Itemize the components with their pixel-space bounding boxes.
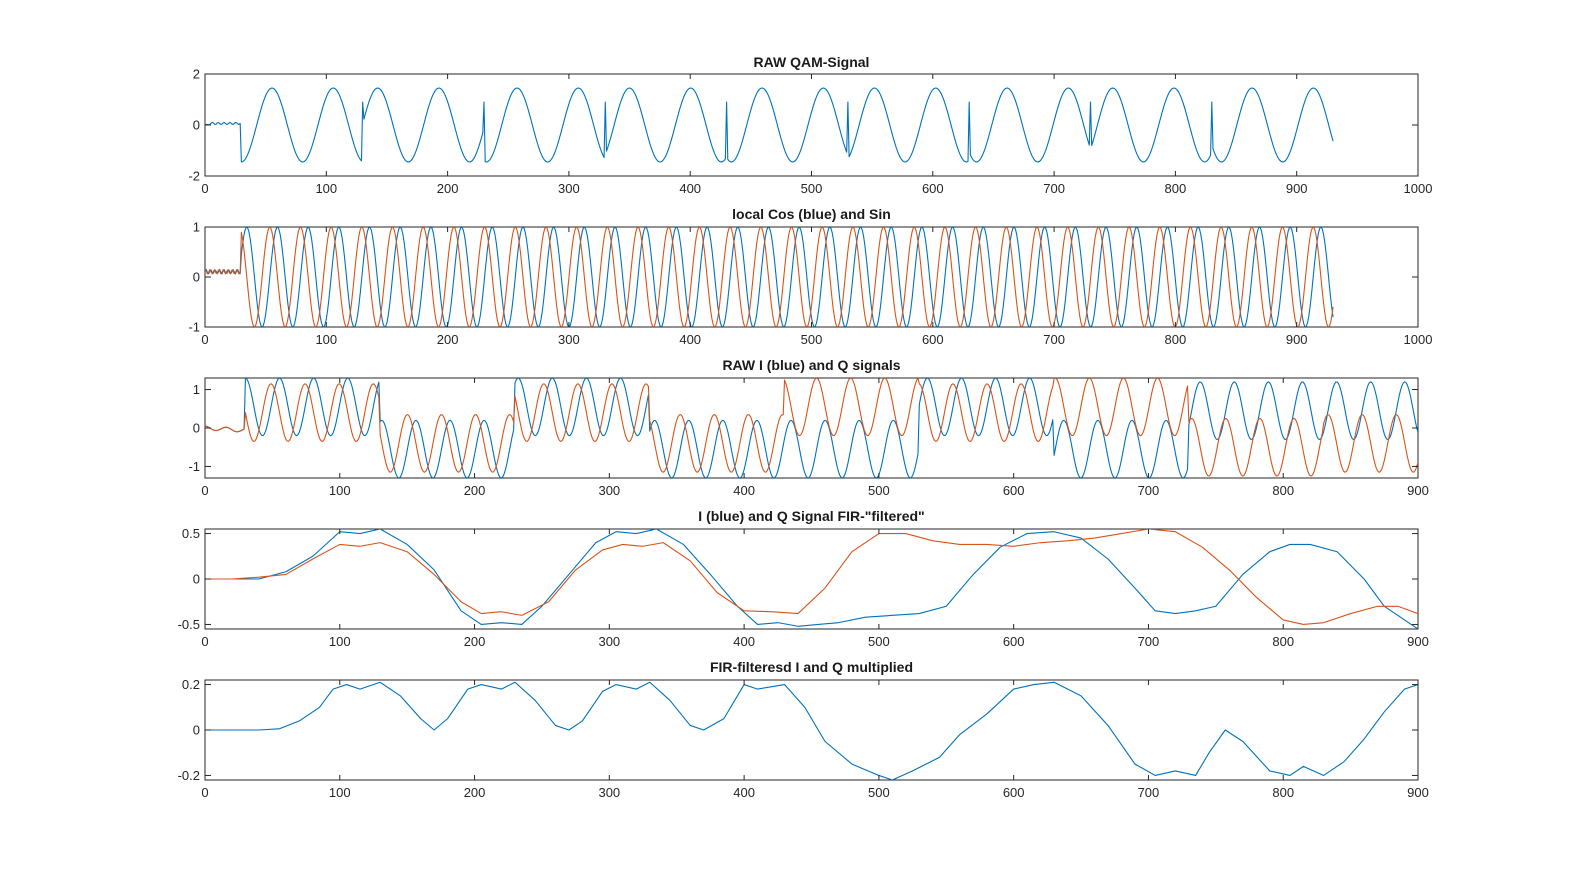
subplot-1-xtick-label: 900: [1286, 181, 1308, 196]
subplot-4-xtick-label: 500: [868, 634, 890, 649]
subplot-4-xtick-label: 600: [1003, 634, 1025, 649]
subplot-2-series-1-line: [205, 227, 1334, 327]
subplot-4-xtick-label: 300: [598, 634, 620, 649]
subplot-3-xtick-label: 800: [1272, 483, 1294, 498]
subplot-4-series-2-line: [205, 529, 1418, 625]
subplot-2-xtick-label: 100: [315, 332, 337, 347]
subplot-1-xtick-label: 200: [437, 181, 459, 196]
subplot-2-xtick-label: 0: [201, 332, 208, 347]
subplot-3-xtick-label: 600: [1003, 483, 1025, 498]
subplot-5-xtick-label: 700: [1138, 785, 1160, 800]
subplot-4-title: I (blue) and Q Signal FIR-"filtered": [698, 508, 924, 524]
subplot-4-series-1-line: [205, 529, 1418, 629]
subplot-4-xtick-label: 100: [329, 634, 351, 649]
subplot-4-ytick-label: 0.5: [182, 526, 200, 541]
subplot-3-xtick-label: 500: [868, 483, 890, 498]
subplot-3-xtick-label: 700: [1138, 483, 1160, 498]
subplot-3-ytick-label: 1: [193, 382, 200, 397]
subplot-3-xtick-label: 900: [1407, 483, 1429, 498]
subplot-1-xtick-label: 700: [1043, 181, 1065, 196]
subplot-3-xtick-label: 400: [733, 483, 755, 498]
subplot-5-xtick-label: 200: [464, 785, 486, 800]
subplot-2-xtick-label: 900: [1286, 332, 1308, 347]
subplot-3-xtick-label: 100: [329, 483, 351, 498]
subplot-5-xtick-label: 800: [1272, 785, 1294, 800]
subplot-4: I (blue) and Q Signal FIR-"filtered" 0 10…: [178, 508, 1429, 649]
subplot-2-xtick-label: 800: [1165, 332, 1187, 347]
subplot-5-xtick-label: 500: [868, 785, 890, 800]
subplot-2: local Cos (blue) and Sin 0 100 200 300 400 50…: [188, 206, 1432, 347]
subplot-2-xtick-label: 400: [679, 332, 701, 347]
subplot-3-series-2-line: [205, 378, 1418, 477]
subplot-5-ytick-label: 0.2: [182, 677, 200, 692]
subplot-4-xtick-label: 200: [464, 634, 486, 649]
subplot-2-title: local Cos (blue) and Sin: [732, 206, 891, 222]
subplot-2-ytick-label: -1: [188, 320, 200, 335]
subplot-5-xtick-label: 0: [201, 785, 208, 800]
subplot-5-ytick-label: -0.2: [178, 768, 200, 783]
subplot-2-xtick-label: 200: [437, 332, 459, 347]
subplot-4-ytick-label: 0: [193, 572, 200, 587]
subplot-2-ytick-label: 0: [193, 270, 200, 285]
subplot-1-series-1-line: [205, 87, 1334, 163]
subplot-3-ytick-label: -1: [188, 459, 200, 474]
subplot-5-series-1-line: [205, 681, 1418, 780]
subplot-1-xtick-label: 100: [315, 181, 337, 196]
subplot-5-xtick-label: 400: [733, 785, 755, 800]
subplot-2-series-2-line: [205, 227, 1334, 327]
subplot-1-axes: [204, 73, 1419, 177]
subplot-1-xtick-label: 800: [1165, 181, 1187, 196]
subplot-4-xtick-label: 800: [1272, 634, 1294, 649]
subplot-1-xtick-label: 600: [922, 181, 944, 196]
subplot-5-axes: [204, 679, 1419, 781]
subplot-2-axes: [204, 226, 1419, 328]
subplot-1-ytick-label: -2: [188, 169, 200, 184]
subplot-2-xtick-label: 1000: [1404, 332, 1433, 347]
subplot-3-title: RAW I (blue) and Q signals: [722, 357, 900, 373]
subplot-1-title: RAW QAM-Signal: [754, 54, 870, 70]
subplot-1-xtick-label: 500: [801, 181, 823, 196]
subplot-5-title: FIR-filteresd I and Q multiplied: [710, 659, 913, 675]
subplot-5-xtick-label: 100: [329, 785, 351, 800]
subplot-2-xtick-label: 600: [922, 332, 944, 347]
subplot-2-xtick-label: 700: [1043, 332, 1065, 347]
subplot-3-xtick-label: 200: [464, 483, 486, 498]
subplot-3-axes: [204, 377, 1419, 479]
subplot-5-xtick-label: 600: [1003, 785, 1025, 800]
subplot-2-xtick-label: 500: [801, 332, 823, 347]
subplot-5-ytick-label: 0: [193, 723, 200, 738]
subplot-1-ytick-label: 2: [193, 67, 200, 82]
subplot-2-xtick-label: 300: [558, 332, 580, 347]
subplot-3-xtick-label: 0: [201, 483, 208, 498]
subplot-1-xtick-label: 400: [679, 181, 701, 196]
subplot-4-ytick-label: -0.5: [178, 617, 200, 632]
subplot-5: FIR-filteresd I and Q multiplied 0 100 200…: [178, 659, 1429, 800]
subplot-1-ytick-label: 0: [193, 118, 200, 133]
subplot-1-xtick-label: 1000: [1404, 181, 1433, 196]
subplot-1: RAW QAM-Signal 0 100 200 300 400 500 600 700 800…: [188, 54, 1432, 196]
subplot-4-xtick-label: 0: [201, 634, 208, 649]
subplot-3-series-1-line: [205, 378, 1418, 478]
subplot-4-xtick-label: 900: [1407, 634, 1429, 649]
subplot-3-ytick-label: 0: [193, 421, 200, 436]
subplot-4-xtick-label: 400: [733, 634, 755, 649]
subplot-3: RAW I (blue) and Q signals 0 100 200 300 400…: [188, 357, 1428, 498]
subplot-3-xtick-label: 300: [598, 483, 620, 498]
subplot-1-xtick-label: 0: [201, 181, 208, 196]
subplot-1-xtick-label: 300: [558, 181, 580, 196]
subplot-5-xtick-label: 300: [598, 785, 620, 800]
subplot-4-xtick-label: 700: [1138, 634, 1160, 649]
subplot-4-axes: [204, 528, 1419, 630]
subplot-5-xtick-label: 900: [1407, 785, 1429, 800]
subplot-2-ytick-label: 1: [193, 220, 200, 235]
